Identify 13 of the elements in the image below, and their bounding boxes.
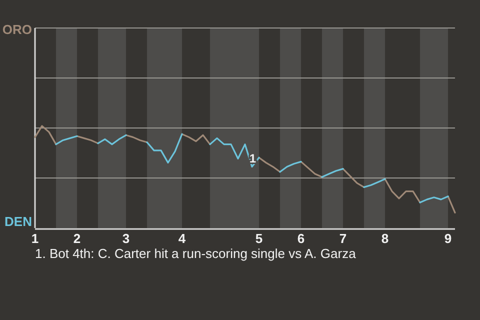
x-tick-label: 7 [339,231,347,246]
x-tick-label: 6 [297,231,305,246]
x-tick-label: 3 [122,231,130,246]
x-tick-label: 8 [381,231,389,246]
text: DEN [4,214,32,229]
x-tick-label: 5 [255,231,263,246]
x-tick-label: 9 [444,231,452,246]
annotation: 1 [249,152,256,166]
x-tick-label: 2 [73,231,81,246]
x-tick-label: 4 [178,231,186,246]
x-tick-label: 1 [31,231,39,246]
text: 1. Bot 4th: C. Carter hit a run-scoring single vs A. Garza [35,246,357,261]
text: ORO [2,22,32,37]
